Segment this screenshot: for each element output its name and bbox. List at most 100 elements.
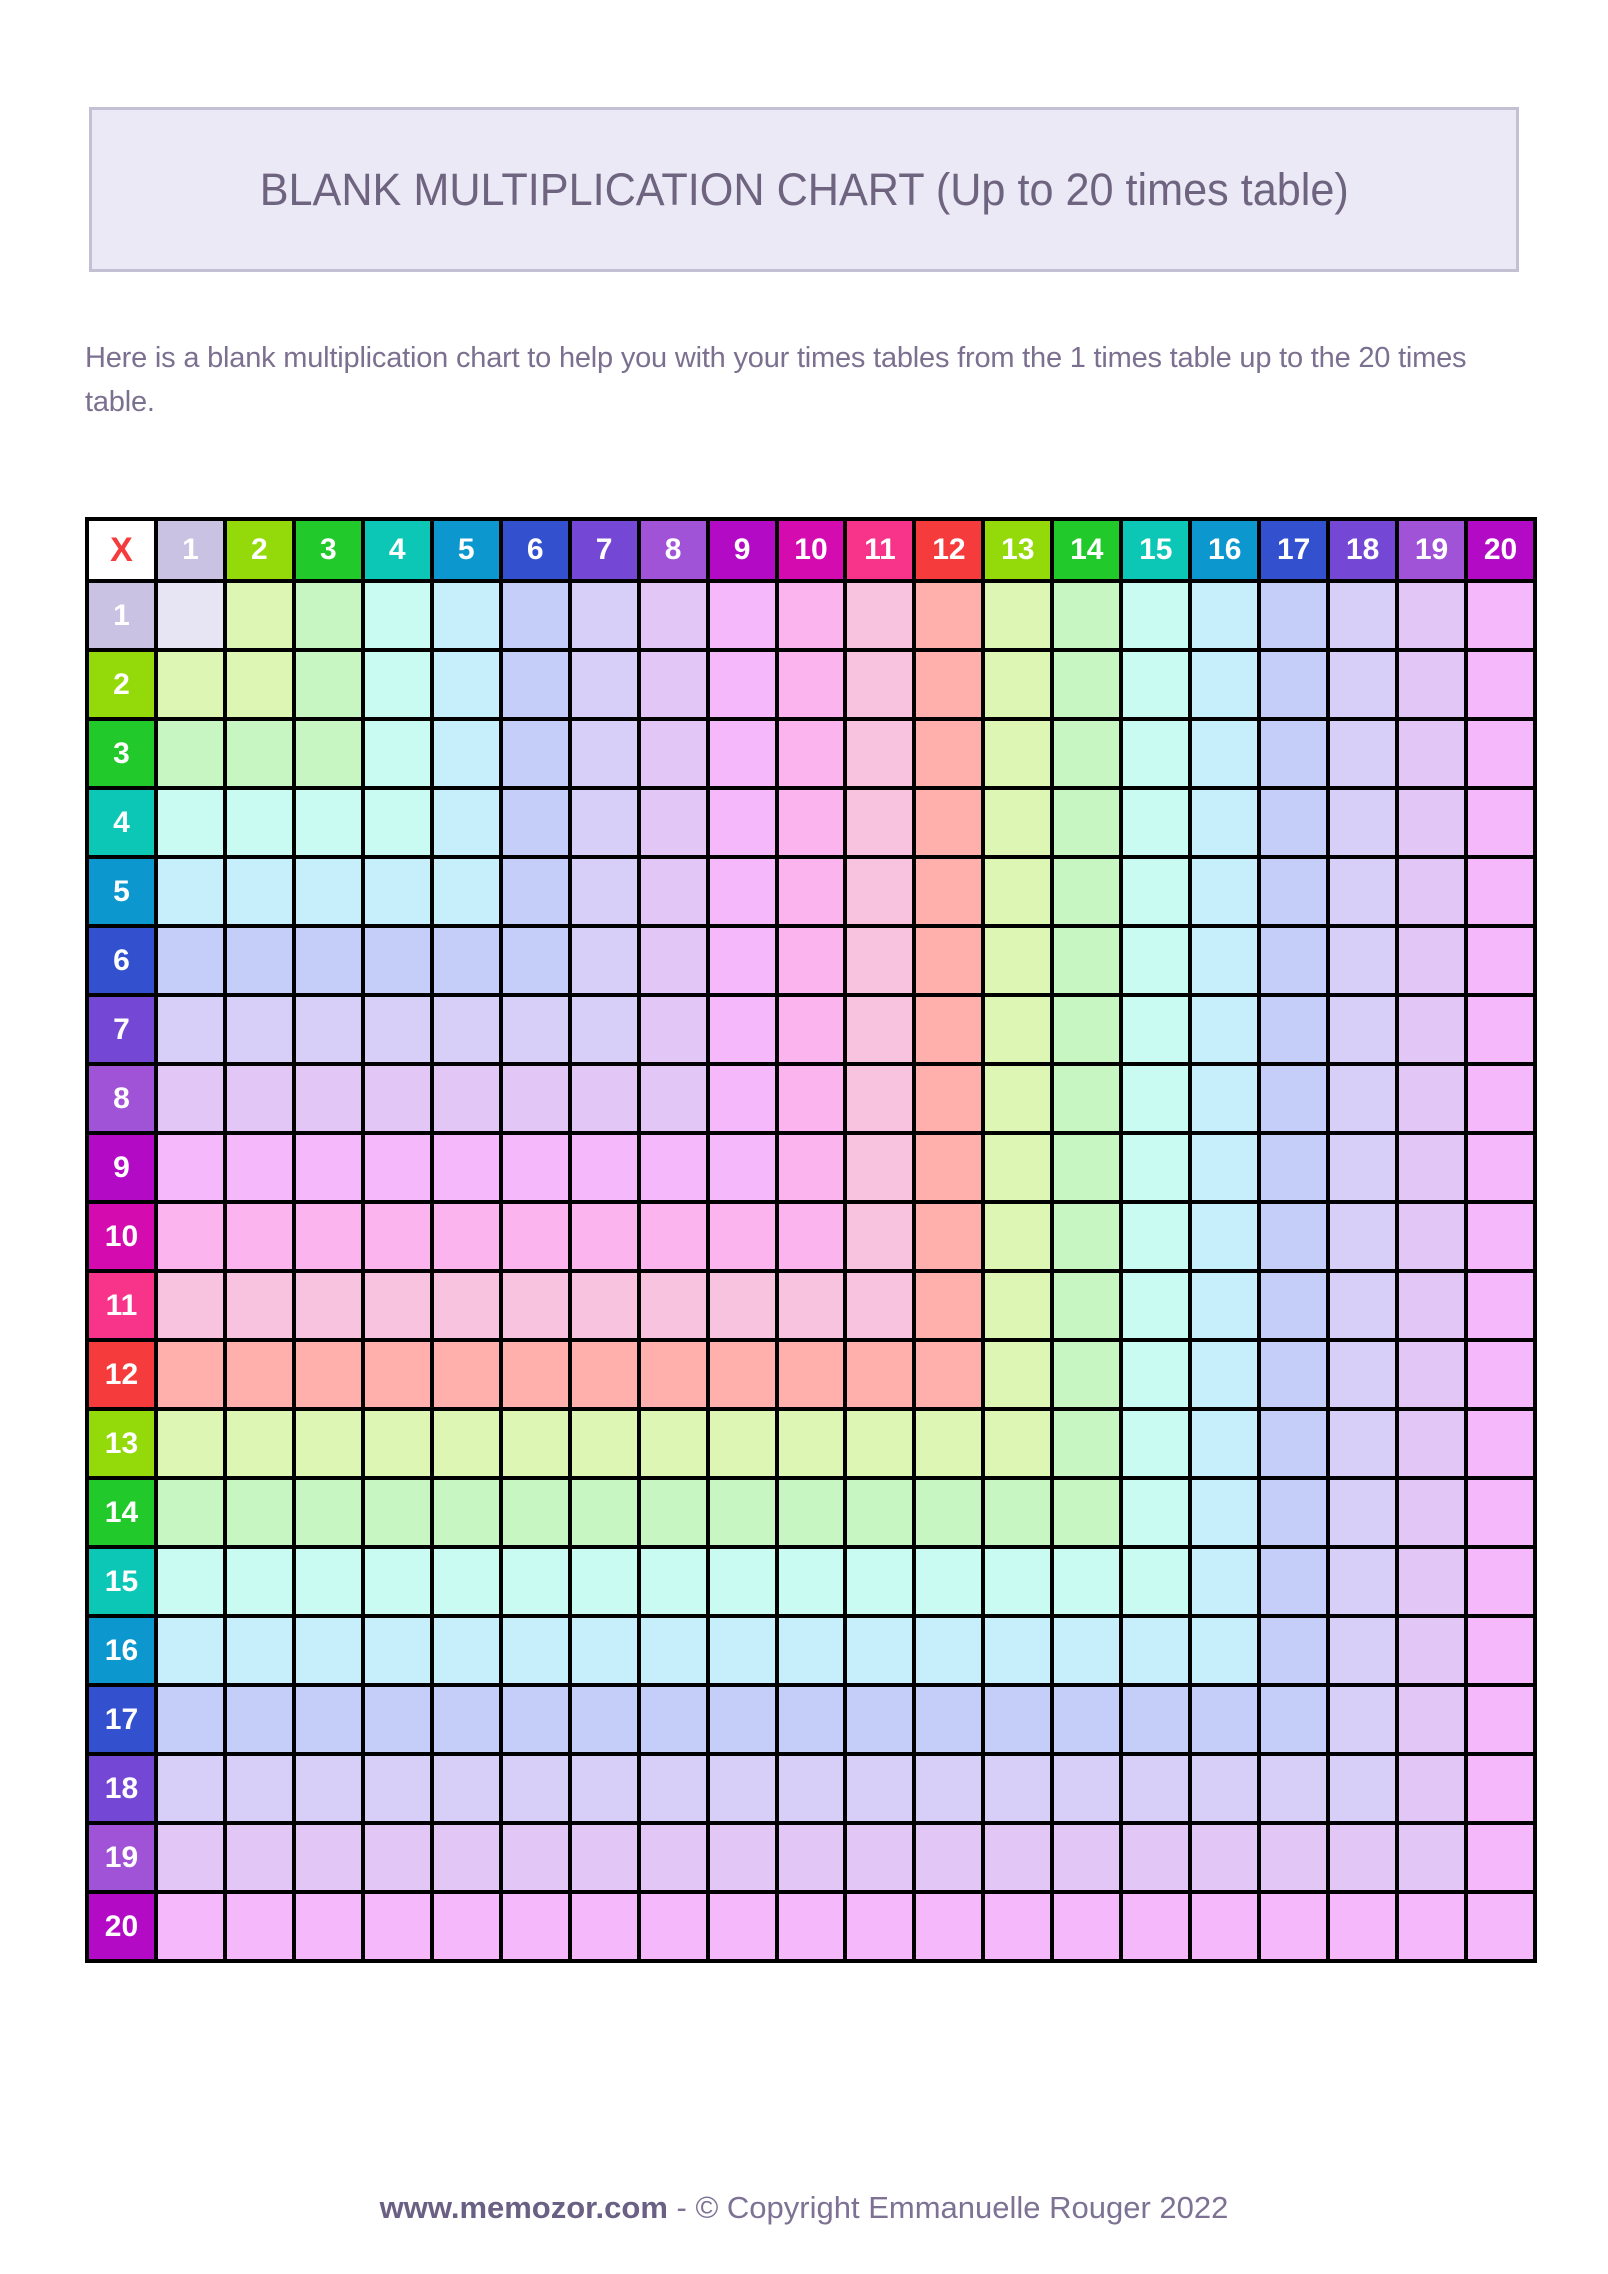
blank-cell-12x19 — [1399, 1342, 1465, 1407]
blank-cell-2x15 — [1123, 652, 1189, 717]
blank-cell-8x5 — [433, 1066, 499, 1131]
blank-cell-15x7 — [571, 1549, 637, 1614]
blank-cell-3x20 — [1468, 721, 1533, 786]
blank-cell-9x11 — [847, 1135, 913, 1200]
blank-cell-5x1 — [157, 859, 223, 924]
column-header-3: 3 — [295, 521, 361, 579]
blank-cell-10x15 — [1123, 1204, 1189, 1269]
blank-cell-16x16 — [1192, 1618, 1258, 1683]
blank-cell-14x14 — [1054, 1480, 1120, 1545]
blank-cell-10x10 — [778, 1204, 844, 1269]
blank-cell-12x15 — [1123, 1342, 1189, 1407]
blank-cell-5x8 — [640, 859, 706, 924]
column-header-5: 5 — [433, 521, 499, 579]
blank-cell-19x4 — [364, 1825, 430, 1890]
blank-cell-3x12 — [916, 721, 982, 786]
blank-cell-8x15 — [1123, 1066, 1189, 1131]
blank-cell-19x2 — [226, 1825, 292, 1890]
blank-cell-15x18 — [1330, 1549, 1396, 1614]
blank-cell-3x17 — [1261, 721, 1327, 786]
blank-cell-2x11 — [847, 652, 913, 717]
blank-cell-14x6 — [502, 1480, 568, 1545]
blank-cell-15x13 — [985, 1549, 1051, 1614]
column-header-16: 16 — [1192, 521, 1258, 579]
blank-cell-18x7 — [571, 1756, 637, 1821]
blank-cell-15x20 — [1468, 1549, 1533, 1614]
blank-cell-17x15 — [1123, 1687, 1189, 1752]
blank-cell-8x17 — [1261, 1066, 1327, 1131]
blank-cell-14x11 — [847, 1480, 913, 1545]
blank-cell-14x7 — [571, 1480, 637, 1545]
blank-cell-15x14 — [1054, 1549, 1120, 1614]
blank-cell-4x2 — [226, 790, 292, 855]
blank-cell-10x3 — [295, 1204, 361, 1269]
blank-cell-12x8 — [640, 1342, 706, 1407]
row-header-6: 6 — [89, 928, 154, 993]
blank-cell-15x5 — [433, 1549, 499, 1614]
blank-cell-7x3 — [295, 997, 361, 1062]
blank-cell-14x8 — [640, 1480, 706, 1545]
blank-cell-2x18 — [1330, 652, 1396, 717]
blank-cell-14x9 — [709, 1480, 775, 1545]
blank-cell-4x7 — [571, 790, 637, 855]
blank-cell-7x16 — [1192, 997, 1258, 1062]
blank-cell-8x1 — [157, 1066, 223, 1131]
blank-cell-12x17 — [1261, 1342, 1327, 1407]
blank-cell-12x9 — [709, 1342, 775, 1407]
column-header-8: 8 — [640, 521, 706, 579]
blank-cell-19x5 — [433, 1825, 499, 1890]
blank-cell-11x19 — [1399, 1273, 1465, 1338]
blank-cell-7x9 — [709, 997, 775, 1062]
blank-cell-20x7 — [571, 1894, 637, 1959]
blank-cell-6x5 — [433, 928, 499, 993]
blank-cell-3x6 — [502, 721, 568, 786]
blank-cell-5x20 — [1468, 859, 1533, 924]
blank-cell-3x4 — [364, 721, 430, 786]
blank-cell-16x7 — [571, 1618, 637, 1683]
blank-cell-9x3 — [295, 1135, 361, 1200]
blank-cell-9x2 — [226, 1135, 292, 1200]
blank-cell-8x14 — [1054, 1066, 1120, 1131]
blank-cell-11x17 — [1261, 1273, 1327, 1338]
column-header-12: 12 — [916, 521, 982, 579]
blank-cell-4x16 — [1192, 790, 1258, 855]
blank-cell-1x15 — [1123, 583, 1189, 648]
blank-cell-14x3 — [295, 1480, 361, 1545]
blank-cell-12x10 — [778, 1342, 844, 1407]
blank-cell-4x14 — [1054, 790, 1120, 855]
blank-cell-1x6 — [502, 583, 568, 648]
site-name: www.memozor.com — [379, 2190, 668, 2225]
blank-cell-20x19 — [1399, 1894, 1465, 1959]
blank-cell-8x8 — [640, 1066, 706, 1131]
blank-cell-4x6 — [502, 790, 568, 855]
blank-cell-2x9 — [709, 652, 775, 717]
blank-cell-6x19 — [1399, 928, 1465, 993]
blank-cell-12x11 — [847, 1342, 913, 1407]
blank-cell-9x12 — [916, 1135, 982, 1200]
blank-cell-6x9 — [709, 928, 775, 993]
blank-cell-6x8 — [640, 928, 706, 993]
blank-cell-9x10 — [778, 1135, 844, 1200]
blank-cell-16x9 — [709, 1618, 775, 1683]
blank-cell-16x17 — [1261, 1618, 1327, 1683]
blank-cell-11x4 — [364, 1273, 430, 1338]
blank-cell-14x19 — [1399, 1480, 1465, 1545]
blank-cell-10x1 — [157, 1204, 223, 1269]
blank-cell-4x11 — [847, 790, 913, 855]
blank-cell-14x1 — [157, 1480, 223, 1545]
blank-cell-18x1 — [157, 1756, 223, 1821]
blank-cell-12x20 — [1468, 1342, 1533, 1407]
blank-cell-13x11 — [847, 1411, 913, 1476]
blank-cell-15x4 — [364, 1549, 430, 1614]
blank-cell-4x8 — [640, 790, 706, 855]
blank-cell-7x5 — [433, 997, 499, 1062]
blank-cell-9x16 — [1192, 1135, 1258, 1200]
column-header-14: 14 — [1054, 521, 1120, 579]
blank-cell-16x4 — [364, 1618, 430, 1683]
blank-cell-8x2 — [226, 1066, 292, 1131]
blank-cell-1x7 — [571, 583, 637, 648]
blank-cell-20x8 — [640, 1894, 706, 1959]
blank-cell-17x6 — [502, 1687, 568, 1752]
blank-cell-16x11 — [847, 1618, 913, 1683]
blank-cell-2x20 — [1468, 652, 1533, 717]
